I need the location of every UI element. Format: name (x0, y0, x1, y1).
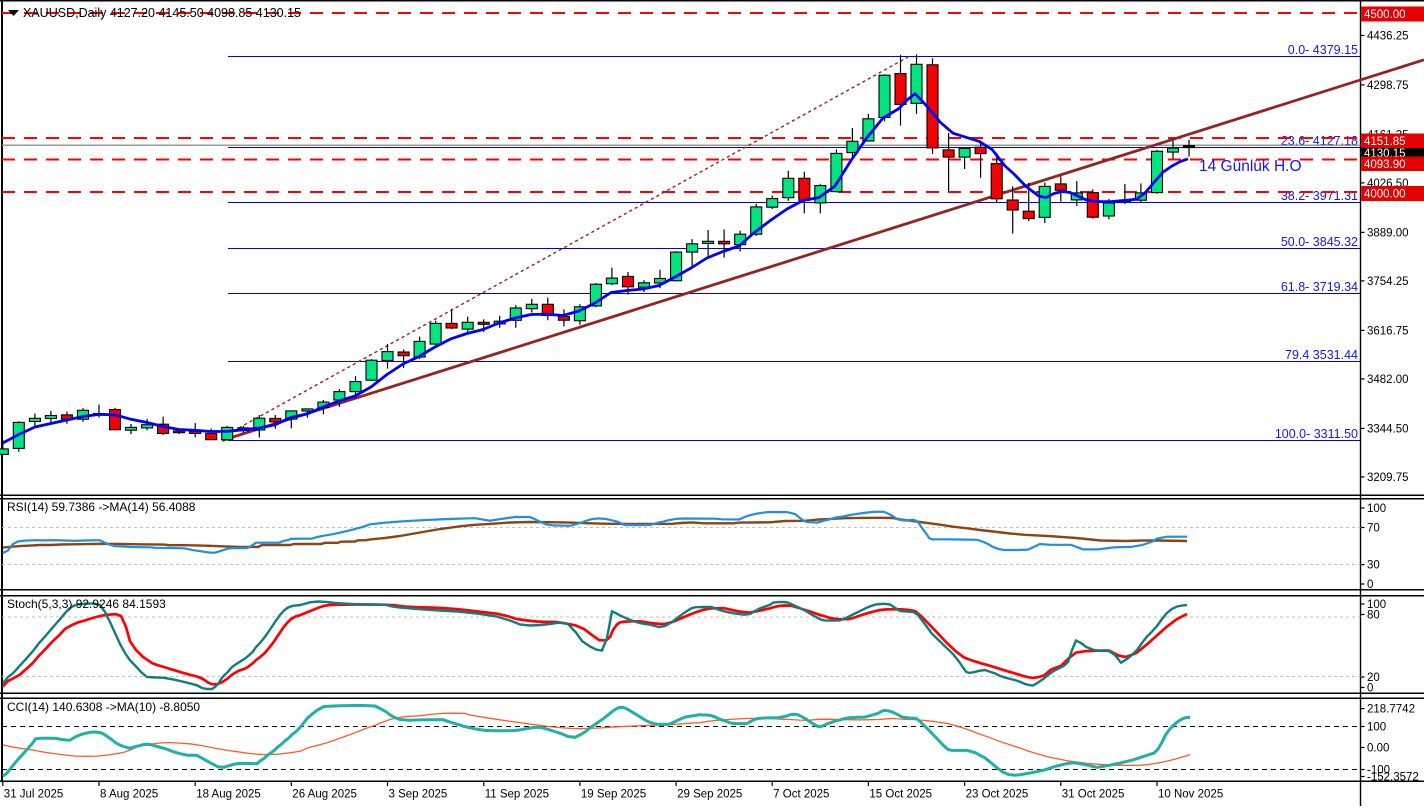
svg-text:CCI(14) 140.6308 ->MA(10) -8.: CCI(14) 140.6308 ->MA(10) -8.8050 (7, 700, 200, 714)
svg-text:100.0- 3311.50: 100.0- 3311.50 (1275, 427, 1358, 441)
svg-text:8 Aug 2025: 8 Aug 2025 (100, 789, 158, 801)
svg-text:0.0- 4379.15: 0.0- 4379.15 (1288, 43, 1358, 57)
svg-text:0: 0 (1367, 579, 1373, 591)
svg-text:80: 80 (1367, 610, 1380, 622)
svg-text:7 Oct 2025: 7 Oct 2025 (773, 789, 829, 801)
svg-text:3 Sep 2025: 3 Sep 2025 (389, 789, 448, 801)
svg-text:19 Sep 2025: 19 Sep 2025 (581, 789, 646, 801)
svg-text:3616.75: 3616.75 (1367, 325, 1409, 337)
svg-text:29 Sep 2025: 29 Sep 2025 (677, 789, 742, 801)
svg-text:100: 100 (1367, 503, 1386, 515)
svg-text:XAUUSD,Daily 4127.20 4145.50 4: XAUUSD,Daily 4127.20 4145.50 4098.85 413… (23, 6, 301, 20)
svg-text:10 Nov 2025: 10 Nov 2025 (1158, 789, 1223, 801)
svg-text:100: 100 (1367, 722, 1386, 734)
svg-text:3344.50: 3344.50 (1367, 423, 1409, 435)
svg-text:31 Jul 2025: 31 Jul 2025 (4, 789, 63, 801)
svg-text:20: 20 (1367, 672, 1380, 684)
svg-text:3754.25: 3754.25 (1367, 276, 1409, 288)
svg-text:4298.75: 4298.75 (1367, 80, 1409, 92)
svg-text:23 Oct 2025: 23 Oct 2025 (966, 789, 1029, 801)
svg-text:31 Oct 2025: 31 Oct 2025 (1062, 789, 1125, 801)
svg-text:70: 70 (1367, 523, 1380, 535)
svg-text:14 Günlük H.O: 14 Günlük H.O (1199, 158, 1302, 175)
svg-text:61.8- 3719.34: 61.8- 3719.34 (1281, 280, 1358, 294)
svg-text:RSI(14) 59.7386 ->MA(14) 56.4: RSI(14) 59.7386 ->MA(14) 56.4088 (7, 500, 196, 514)
svg-text:3482.00: 3482.00 (1367, 374, 1409, 386)
svg-text:0.00: 0.00 (1367, 743, 1389, 755)
svg-text:26 Aug 2025: 26 Aug 2025 (292, 789, 357, 801)
svg-text:Stoch(5,3,3) 92.9246 84.1593: Stoch(5,3,3) 92.9246 84.1593 (7, 597, 166, 611)
svg-text:-152.3572: -152.3572 (1367, 772, 1419, 784)
svg-text:4093.90: 4093.90 (1364, 159, 1406, 171)
svg-text:15 Oct 2025: 15 Oct 2025 (869, 789, 932, 801)
svg-text:3889.00: 3889.00 (1367, 227, 1409, 239)
svg-text:100: 100 (1367, 599, 1386, 611)
svg-text:23.6- 4127.18: 23.6- 4127.18 (1281, 134, 1358, 148)
svg-text:218.7742: 218.7742 (1367, 704, 1415, 716)
svg-text:0: 0 (1367, 683, 1373, 695)
svg-text:-100: -100 (1367, 765, 1390, 777)
svg-text:79.4 3531.44: 79.4 3531.44 (1285, 348, 1358, 362)
svg-text:50.0- 3845.32: 50.0- 3845.32 (1281, 235, 1358, 249)
svg-text:30: 30 (1367, 560, 1380, 572)
svg-text:4436.25: 4436.25 (1367, 31, 1409, 43)
svg-text:3209.75: 3209.75 (1367, 472, 1409, 484)
svg-text:4500.00: 4500.00 (1364, 9, 1406, 21)
svg-text:4000.00: 4000.00 (1364, 189, 1406, 201)
svg-text:11 Sep 2025: 11 Sep 2025 (485, 789, 549, 801)
svg-text:4151.85: 4151.85 (1364, 136, 1406, 148)
svg-text:18 Aug 2025: 18 Aug 2025 (196, 789, 261, 801)
